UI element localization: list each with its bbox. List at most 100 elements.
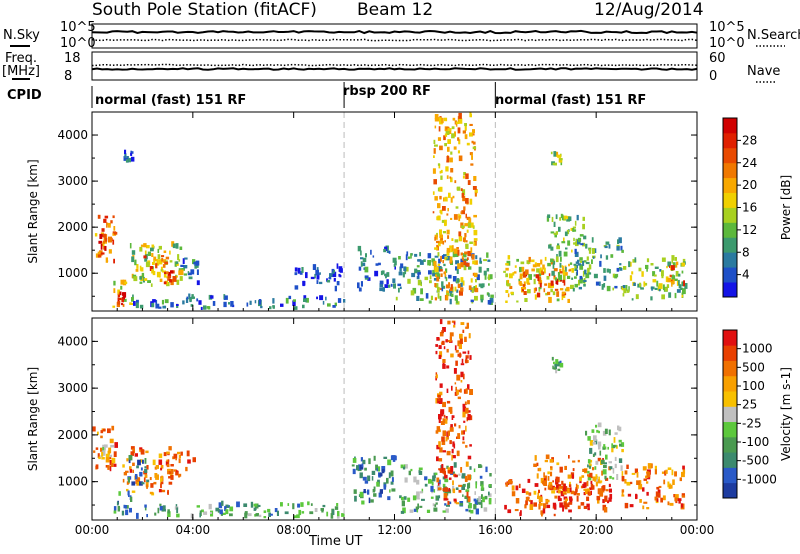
data-cell <box>612 273 616 278</box>
nsearch-tick-high: 10^5 <box>709 20 745 35</box>
data-cell <box>611 447 614 453</box>
data-cell <box>133 301 136 306</box>
data-cell <box>368 497 371 504</box>
data-cell <box>415 495 420 499</box>
data-cell <box>523 286 526 290</box>
data-cell <box>389 472 393 475</box>
data-cell <box>518 483 521 488</box>
data-cell <box>463 172 466 176</box>
data-cell <box>488 497 492 502</box>
data-cell <box>163 452 167 457</box>
data-cell <box>301 267 304 273</box>
data-cell <box>480 298 483 303</box>
data-cell <box>219 509 223 515</box>
data-cell <box>319 295 324 301</box>
data-cell <box>484 274 487 280</box>
data-cell <box>176 470 178 473</box>
data-cell <box>556 485 559 488</box>
data-cell <box>571 277 574 280</box>
data-cell <box>612 445 616 449</box>
colorbar-tick-label: 20 <box>742 178 757 192</box>
colorbar-cell <box>723 421 737 438</box>
data-cell <box>455 349 459 353</box>
data-cell <box>144 505 147 511</box>
data-cell <box>452 195 455 199</box>
data-cell <box>525 500 528 506</box>
data-cell <box>560 213 563 219</box>
data-cell <box>646 481 649 484</box>
data-cell <box>667 481 670 488</box>
data-cell <box>406 251 409 256</box>
data-cell <box>381 468 385 474</box>
data-cell <box>167 274 172 277</box>
data-cell <box>212 301 216 306</box>
data-cell <box>446 229 450 235</box>
data-cell <box>609 493 613 500</box>
data-cell <box>457 137 460 141</box>
data-cell <box>625 285 628 291</box>
data-cell <box>453 325 456 328</box>
data-cell <box>557 154 562 158</box>
data-cell <box>579 260 583 263</box>
data-cell <box>573 242 577 245</box>
data-cell <box>533 287 536 293</box>
data-cell <box>119 291 122 296</box>
data-cell <box>557 243 560 247</box>
data-cell <box>533 490 537 495</box>
data-cell <box>176 304 179 306</box>
colorbar-cell <box>723 132 737 149</box>
data-cell <box>402 466 406 470</box>
data-cell <box>629 504 634 508</box>
data-cell <box>439 195 442 200</box>
data-cell <box>475 279 477 283</box>
data-cell <box>457 263 462 269</box>
data-cell <box>189 297 192 302</box>
data-cell <box>392 257 397 263</box>
data-cell <box>132 469 134 473</box>
freq-tick-low: 8 <box>64 69 73 84</box>
data-cell <box>478 496 481 503</box>
data-cell <box>439 267 443 270</box>
data-cell <box>221 500 224 506</box>
data-cell <box>574 251 579 257</box>
data-cell <box>646 491 649 496</box>
data-cell <box>608 461 612 464</box>
data-cell <box>112 239 115 245</box>
data-cell <box>568 269 571 272</box>
data-cell <box>650 296 653 301</box>
data-cell <box>592 467 595 471</box>
data-cell <box>478 266 482 273</box>
data-cell <box>536 263 541 267</box>
data-cell <box>668 292 672 298</box>
data-cell <box>643 282 648 286</box>
data-cell <box>639 282 642 287</box>
data-cell <box>455 260 459 265</box>
data-cell <box>606 285 611 292</box>
data-cell <box>616 474 619 480</box>
data-cell <box>460 282 463 287</box>
data-cell <box>441 340 445 345</box>
data-cell <box>303 298 306 302</box>
data-cell <box>192 457 196 463</box>
data-cell <box>585 430 588 436</box>
data-cell <box>161 255 165 258</box>
data-cell <box>411 272 416 278</box>
data-cell <box>336 515 340 519</box>
data-cell <box>480 502 483 509</box>
data-cell <box>224 295 228 300</box>
data-cell <box>564 231 568 237</box>
data-cell <box>441 464 444 469</box>
data-cell <box>165 256 170 260</box>
data-cell <box>591 429 595 433</box>
data-cell <box>128 459 131 464</box>
data-cell <box>101 228 105 232</box>
data-cell <box>362 459 366 465</box>
data-cell <box>434 255 439 258</box>
data-cell <box>673 494 676 498</box>
data-cell <box>580 502 585 506</box>
data-cell <box>380 270 383 276</box>
data-cell <box>176 507 179 513</box>
data-cell <box>469 466 472 470</box>
data-cell <box>604 245 608 249</box>
data-cell <box>556 278 559 285</box>
